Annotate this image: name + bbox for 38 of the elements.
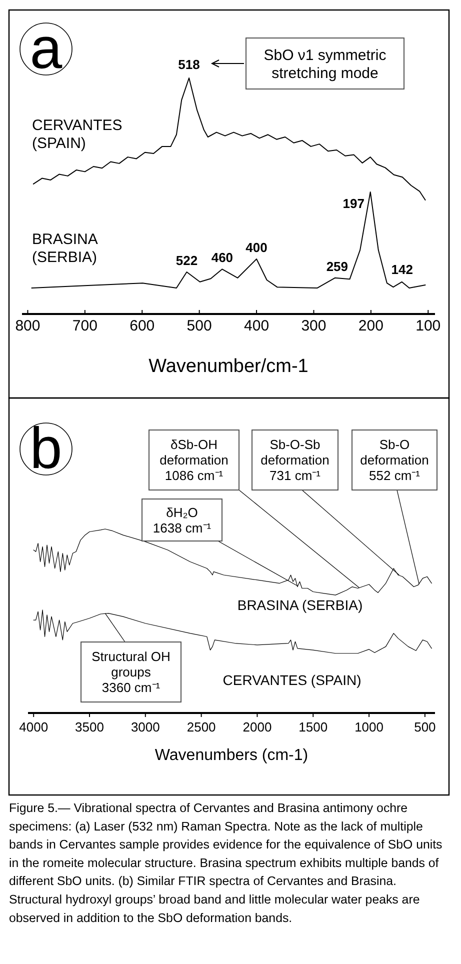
annotation: 518 [178, 57, 200, 72]
x-tick-label: 2000 [242, 720, 272, 735]
series-label: BRASINA (SERBIA) [237, 597, 363, 613]
annotation: δH₂O 1638 cm⁻¹ [152, 504, 212, 536]
annotation: 142 [391, 262, 413, 277]
annotation: 400 [246, 240, 268, 256]
series-label: CERVANTES (SPAIN) [32, 117, 122, 152]
annotation: Sb-O deformation 552 cm⁻¹ [360, 436, 429, 484]
x-tick-label: 500 [414, 720, 436, 735]
x-tick-label: 600 [130, 318, 155, 334]
x-tick-label: 400 [244, 318, 270, 334]
chart-title: a [30, 16, 63, 82]
chart-title: b [30, 416, 62, 482]
annotation: 460 [211, 250, 234, 266]
annotation: Structural OH groups 3360 cm⁻¹ [92, 648, 170, 696]
x-tick-label: 700 [72, 318, 98, 334]
x-tick-label: 100 [416, 318, 441, 334]
annotation: 259 [326, 258, 348, 274]
x-tick-label: 2500 [186, 720, 216, 735]
x-tick-label: 1000 [354, 720, 384, 735]
annotation: δSb-OH deformation 1086 cm⁻¹ [160, 436, 228, 484]
x-tick-label: 3000 [130, 720, 160, 735]
caption: Figure 5.— Vibrational spectra of Cervantes and Brasina antimony ochre specimens: (a) Laser (532 nm) Raman Spectra. Note as the lack of multiple bands in Cervantes sample provides evidence for the equivalence of SbO units in the romeite molecular structure. Brasina spectrum exhibits multiple bands of different SbO units. (b) Similar FTIR spectra of Cervantes and Brasina. Structural hydroxyl groups’ broad band and little molecular water peaks are observed in addition to the SbO deformation bands. [9, 801, 442, 925]
x-tick-label: 4000 [19, 720, 48, 735]
x-tick-label: 500 [186, 318, 212, 334]
x-tick-label: 300 [301, 318, 326, 334]
x-tick-label: 1500 [298, 720, 328, 735]
annotation: SbO ν1 symmetric stretching mode [264, 46, 387, 82]
annotation: 522 [176, 252, 198, 268]
x-tick-label: 800 [15, 318, 40, 334]
annotation: Sb-O-Sb deformation 731 cm⁻¹ [260, 436, 330, 484]
x-tick-label: 3500 [75, 720, 104, 735]
series-label: CERVANTES (SPAIN) [222, 672, 362, 688]
x-axis-title: Wavenumber/cm-1 [148, 356, 308, 377]
x-axis-title: Wavenumbers (cm-1) [154, 747, 308, 764]
series-label: BRASINA (SERBIA) [32, 231, 98, 266]
annotation: 197 [342, 196, 364, 211]
x-tick-label: 200 [358, 318, 384, 334]
